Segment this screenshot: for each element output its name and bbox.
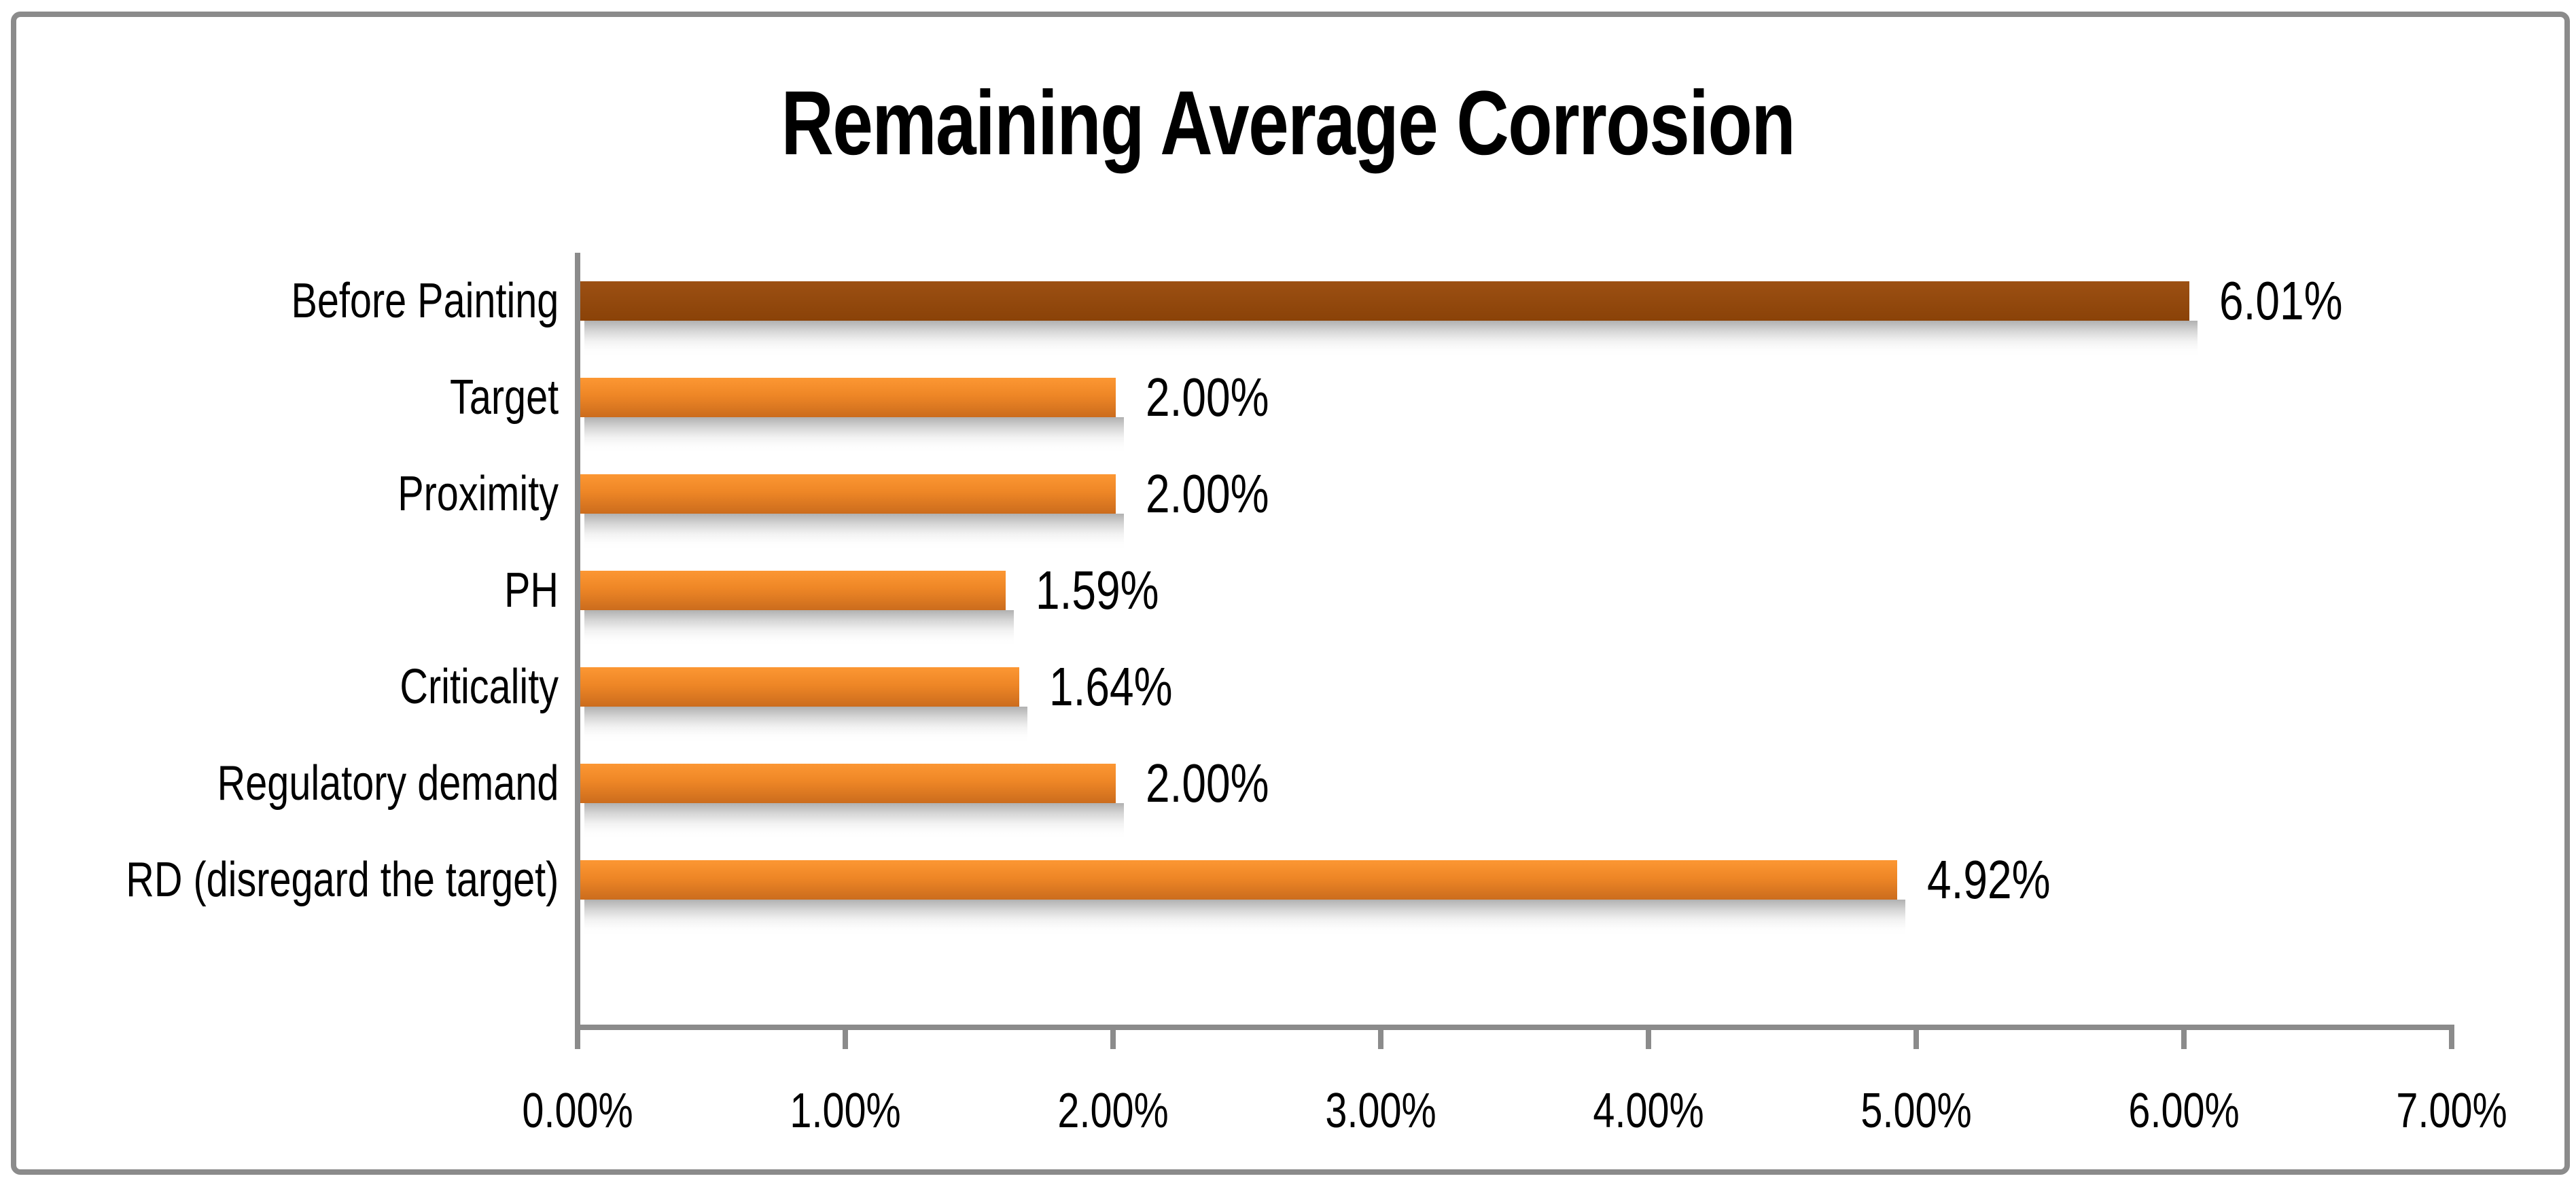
x-axis-tick bbox=[1110, 1030, 1116, 1049]
x-axis-tick bbox=[843, 1030, 848, 1049]
x-axis-tick-label: 6.00% bbox=[2048, 1080, 2320, 1141]
x-axis-tick-label-text: 0.00% bbox=[522, 1084, 633, 1138]
category-label: Criticality bbox=[0, 653, 559, 721]
x-axis-tick-label-text: 5.00% bbox=[1860, 1084, 1972, 1138]
chart-frame bbox=[11, 12, 2570, 1175]
value-label: 2.00% bbox=[1146, 364, 1300, 431]
bar bbox=[580, 571, 1006, 610]
x-axis-tick bbox=[2449, 1030, 2454, 1049]
bar bbox=[580, 378, 1116, 417]
x-axis-tick-label: 1.00% bbox=[709, 1080, 981, 1141]
bar-shadow bbox=[584, 707, 1027, 742]
value-label: 4.92% bbox=[1927, 846, 2081, 914]
category-label: Proximity bbox=[0, 460, 559, 528]
bar-shadow bbox=[584, 803, 1124, 838]
x-axis-tick-label: 5.00% bbox=[1780, 1080, 2052, 1141]
category-label-text: Criticality bbox=[400, 660, 559, 714]
category-label-text: Proximity bbox=[398, 467, 559, 521]
value-label-text: 1.59% bbox=[1036, 560, 1159, 620]
category-label: Regulatory demand bbox=[0, 749, 559, 817]
bar-shadow bbox=[584, 514, 1124, 549]
value-label: 2.00% bbox=[1146, 749, 1300, 817]
x-axis-tick-label-text: 4.00% bbox=[1593, 1084, 1704, 1138]
x-axis-tick-label: 0.00% bbox=[442, 1080, 713, 1141]
value-label-text: 4.92% bbox=[1927, 849, 2051, 910]
x-axis-tick bbox=[2181, 1030, 2187, 1049]
chart-title-text: Remaining Average Corrosion bbox=[781, 73, 1796, 174]
x-axis-line bbox=[575, 1025, 2454, 1030]
category-label: PH bbox=[0, 556, 559, 624]
value-label: 1.64% bbox=[1049, 653, 1203, 721]
value-label-text: 1.64% bbox=[1049, 656, 1173, 717]
x-axis-tick-label: 7.00% bbox=[2316, 1080, 2576, 1141]
x-axis-tick bbox=[1378, 1030, 1383, 1049]
value-label: 6.01% bbox=[2219, 267, 2374, 335]
bar bbox=[580, 764, 1116, 803]
chart-title: Remaining Average Corrosion bbox=[0, 73, 2576, 174]
bar-shadow bbox=[584, 417, 1124, 453]
x-axis-tick-label-text: 1.00% bbox=[790, 1084, 901, 1138]
value-label: 2.00% bbox=[1146, 460, 1300, 528]
bar-shadow bbox=[584, 900, 1905, 935]
x-axis-tick-label-text: 7.00% bbox=[2396, 1084, 2507, 1138]
category-label-text: Target bbox=[449, 370, 559, 425]
value-label-text: 2.00% bbox=[1146, 367, 1269, 427]
x-axis-tick-label-text: 3.00% bbox=[1325, 1084, 1436, 1138]
bar-highlight bbox=[580, 281, 2189, 321]
x-axis-tick-label: 4.00% bbox=[1513, 1080, 1784, 1141]
bar bbox=[580, 667, 1019, 707]
value-label-text: 2.00% bbox=[1146, 753, 1269, 813]
category-label-text: PH bbox=[504, 563, 559, 618]
x-axis-tick-label: 3.00% bbox=[1245, 1080, 1517, 1141]
x-axis-tick bbox=[1646, 1030, 1651, 1049]
value-label-text: 6.01% bbox=[2219, 270, 2343, 331]
category-label-text: RD (disregard the target) bbox=[125, 853, 559, 907]
bar bbox=[580, 860, 1897, 900]
category-label-text: Before Painting bbox=[291, 274, 559, 328]
y-axis-line bbox=[575, 253, 580, 1049]
category-label-text: Regulatory demand bbox=[217, 756, 559, 811]
value-label-text: 2.00% bbox=[1146, 463, 1269, 524]
category-label: Before Painting bbox=[0, 267, 559, 335]
value-label: 1.59% bbox=[1036, 556, 1190, 624]
category-label: RD (disregard the target) bbox=[0, 846, 559, 914]
x-axis-tick bbox=[1913, 1030, 1919, 1049]
bar-shadow bbox=[584, 321, 2198, 356]
category-label: Target bbox=[0, 364, 559, 431]
x-axis-tick-label-text: 2.00% bbox=[1057, 1084, 1169, 1138]
x-axis-tick-label-text: 6.00% bbox=[2128, 1084, 2240, 1138]
bar-shadow bbox=[584, 610, 1014, 645]
bar bbox=[580, 474, 1116, 514]
x-axis-tick-label: 2.00% bbox=[977, 1080, 1249, 1141]
